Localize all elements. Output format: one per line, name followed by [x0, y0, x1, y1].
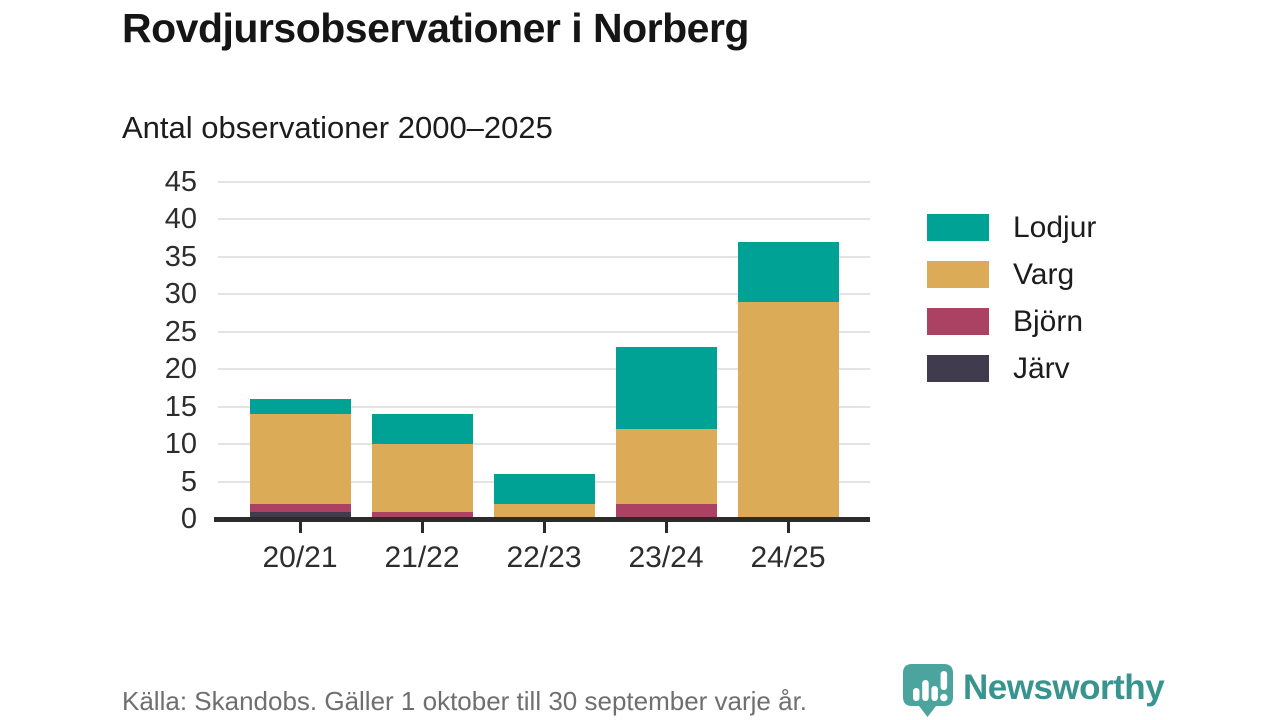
bar-segment-Lodjur-23/24	[615, 346, 717, 430]
x-axis-tick-label-22/23: 22/23	[506, 541, 582, 574]
legend-label-Varg: Varg	[1013, 257, 1075, 291]
chart-subtitle: Antal observationer 2000–2025	[122, 110, 553, 145]
x-axis-tick-label-20/21: 20/21	[262, 541, 338, 574]
gridline-10	[218, 443, 870, 446]
bar-segment-Varg-24/25	[737, 301, 839, 519]
y-axis-tick-label-30: 30	[164, 278, 197, 311]
bar-segment-Lodjur-24/25	[737, 241, 839, 302]
y-axis-tick-label-10: 10	[164, 428, 197, 461]
x-axis-tick-label-24/25: 24/25	[750, 541, 826, 574]
legend-item-Lodjur: Lodjur	[927, 211, 1096, 244]
legend-swatch-Järv	[927, 355, 989, 382]
bar-segment-Järv-20/21	[249, 511, 351, 519]
bar-segment-Lodjur-21/22	[371, 414, 473, 445]
legend-label-Lodjur: Lodjur	[1013, 210, 1097, 244]
x-axis-tick-21/22	[420, 521, 424, 533]
gridline-15	[218, 405, 870, 408]
chart-title: Rovdjursobservationer i Norberg	[122, 5, 749, 51]
bar-segment-Lodjur-20/21	[249, 399, 351, 415]
plot-area	[218, 181, 870, 519]
gridline-20	[218, 368, 870, 371]
gridline-30	[218, 293, 870, 296]
gridline-35	[218, 255, 870, 258]
y-axis-tick-label-25: 25	[164, 315, 197, 348]
y-axis-tick-label-15: 15	[164, 390, 197, 423]
bar-segment-Lodjur-22/23	[493, 474, 595, 505]
x-axis-tick-label-21/22: 21/22	[384, 541, 460, 574]
legend-swatch-Lodjur	[927, 214, 989, 241]
legend-swatch-Varg	[927, 261, 989, 288]
bar-segment-Björn-20/21	[249, 504, 351, 512]
gridline-40	[218, 218, 870, 221]
x-axis-tick-20/21	[298, 521, 302, 533]
legend-item-Björn: Björn	[927, 305, 1096, 338]
y-axis-tick-label-5: 5	[180, 465, 197, 498]
bar-segment-Varg-21/22	[371, 444, 473, 512]
newsworthy-speech-bubble-bar-chart-icon	[903, 664, 953, 717]
legend-item-Järv: Järv	[927, 352, 1096, 385]
legend-item-Varg: Varg	[927, 258, 1096, 291]
newsworthy-logo: Newsworthy	[901, 662, 1165, 720]
x-axis-tick-22/23	[542, 521, 546, 533]
bar-segment-Varg-20/21	[249, 414, 351, 505]
x-axis-line	[214, 517, 870, 522]
bar-segment-Varg-23/24	[615, 429, 717, 505]
x-axis-tick-23/24	[664, 521, 668, 533]
y-axis-tick-label-35: 35	[164, 240, 197, 273]
legend-label-Järv: Järv	[1013, 351, 1070, 385]
y-axis-tick-label-40: 40	[164, 203, 197, 236]
legend: Lodjur Varg Björn Järv	[927, 211, 1096, 402]
legend-swatch-Björn	[927, 308, 989, 335]
gridline-45	[218, 181, 870, 183]
legend-label-Björn: Björn	[1013, 304, 1084, 338]
newsworthy-wordmark: Newsworthy	[963, 668, 1165, 707]
source-note: Källa: Skandobs. Gäller 1 oktober till 3…	[122, 686, 808, 716]
y-axis-tick-label-20: 20	[164, 353, 197, 386]
bar-segment-Björn-23/24	[615, 504, 717, 519]
gridline-25	[218, 330, 870, 333]
bar-segment-Varg-22/23	[493, 504, 595, 519]
x-axis-tick-24/25	[786, 521, 790, 533]
y-axis-tick-label-0: 0	[180, 503, 197, 535]
x-axis-tick-label-23/24: 23/24	[628, 541, 704, 574]
y-axis-tick-label-45: 45	[164, 166, 197, 198]
bar-segment-Björn-21/22	[371, 511, 473, 519]
